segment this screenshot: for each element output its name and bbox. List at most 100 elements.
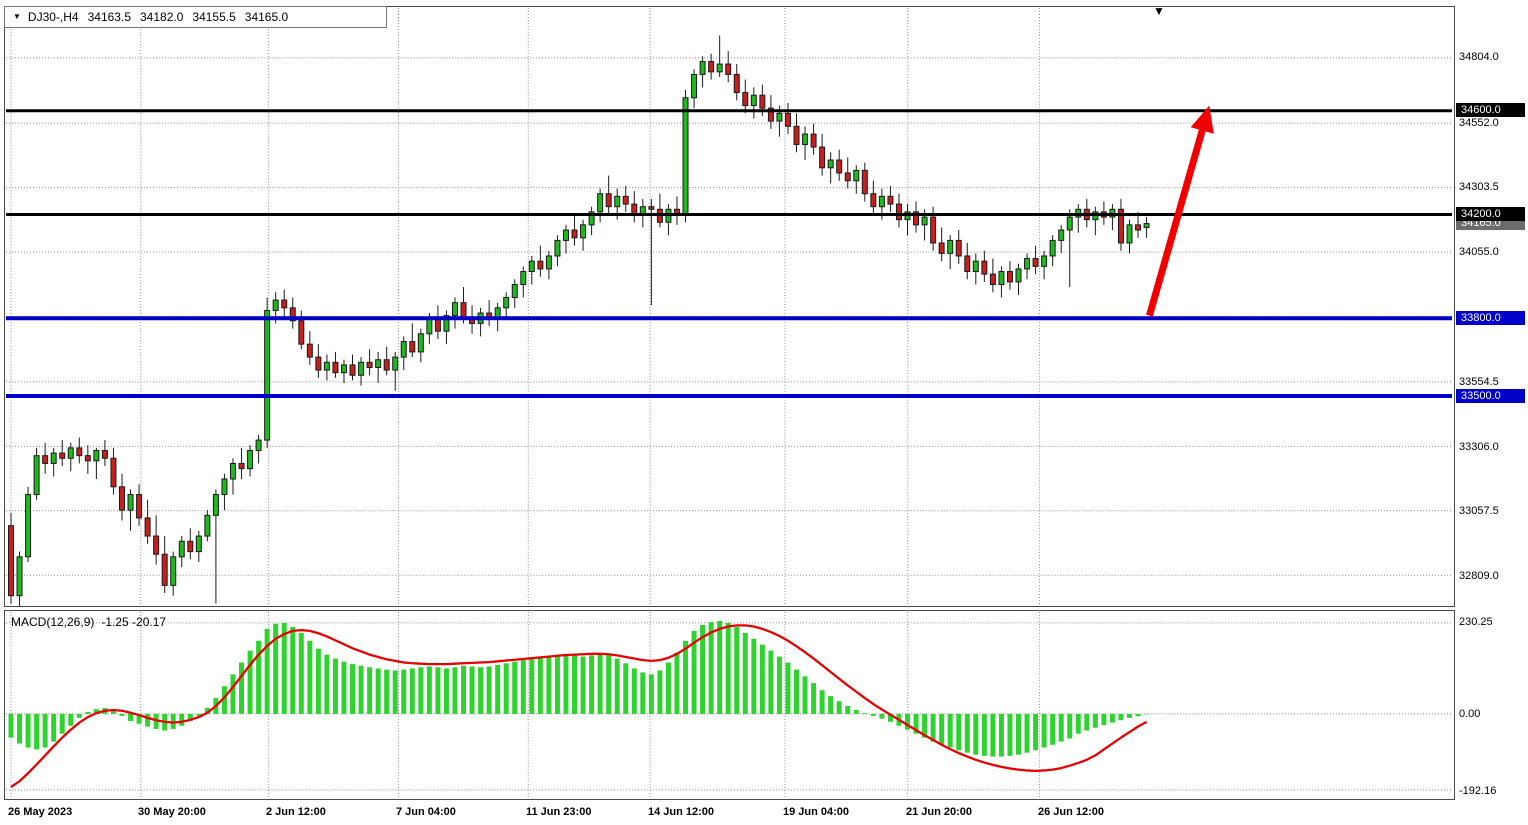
macd-histogram-bar: [657, 670, 663, 714]
quote-open: 34163.5: [87, 10, 131, 24]
time-axis-label: 19 Jun 04:00: [783, 806, 850, 818]
symbol-timeframe-label: DJ30-,H4: [27, 10, 79, 24]
candle-body: [793, 125, 800, 145]
candle-body: [750, 94, 757, 107]
candle-body: [59, 452, 66, 459]
time-axis-label: 7 Jun 04:00: [396, 806, 456, 818]
macd-histogram-bar: [478, 667, 484, 714]
candle-body: [784, 112, 791, 127]
candle-body: [170, 556, 177, 586]
candle-body: [989, 273, 996, 285]
candle-body: [221, 478, 228, 496]
time-axis-label: 11 Jun 23:00: [526, 806, 592, 818]
candle-body: [42, 455, 49, 464]
price-level-tag: 33500.0: [1456, 389, 1525, 404]
macd-histogram-bar: [1041, 713, 1047, 748]
candle-body: [426, 317, 433, 335]
price-level-tag: 34200.0: [1456, 207, 1525, 222]
candle-body: [400, 341, 407, 358]
candle-body: [930, 216, 937, 244]
candle-body: [853, 169, 860, 182]
macd-histogram-bar: [674, 652, 680, 714]
macd-name: MACD(12,26,9): [11, 615, 95, 629]
macd-histogram-bar: [759, 644, 765, 714]
macd-histogram-bar: [990, 713, 996, 757]
symbol-info-box: ▼ DJ30-,H4 34163.5 34182.0 34155.5 34165…: [4, 6, 387, 28]
macd-histogram-bar: [110, 709, 116, 714]
macd-histogram-bar: [1109, 713, 1115, 723]
macd-histogram-bar: [358, 665, 364, 714]
chart-shift-icon[interactable]: ▼: [1153, 4, 1165, 18]
time-axis-label: 14 Jun 12:00: [648, 806, 715, 818]
candle-body: [878, 195, 885, 208]
candle-body: [819, 146, 826, 169]
candle-body: [1006, 271, 1013, 283]
candle-body: [571, 229, 578, 239]
macd-histogram-bar: [34, 713, 40, 750]
macd-histogram-bar: [1118, 713, 1124, 721]
candle-body: [742, 92, 749, 107]
macd-histogram-bar: [572, 655, 578, 714]
candle-body: [375, 359, 382, 368]
candle-body: [716, 63, 723, 73]
candle-body: [631, 203, 638, 215]
macd-histogram-bar: [68, 713, 74, 726]
current-price-tag: 34165.0: [1456, 216, 1525, 231]
macd-histogram-bar: [794, 669, 800, 714]
candle-body: [802, 133, 809, 145]
symbol-dropdown-icon[interactable]: ▼: [13, 12, 21, 21]
macd-histogram-bar: [281, 622, 287, 714]
time-axis-label: 2 Jun 12:00: [266, 806, 326, 818]
candle-body: [195, 535, 202, 553]
macd-panel[interactable]: MACD(12,26,9) -1.25 -20.17: [4, 610, 1455, 800]
candle-body: [50, 452, 57, 464]
price-chart-canvas[interactable]: [5, 7, 1454, 606]
candle-body: [938, 242, 945, 254]
macd-histogram-bar: [853, 709, 859, 714]
macd-histogram-bar: [1024, 713, 1030, 753]
time-axis-label: 26 Jun 12:00: [1038, 806, 1105, 818]
candle-body: [827, 159, 834, 169]
candle-body: [349, 364, 356, 376]
candle-body: [1126, 224, 1133, 244]
candle-body: [622, 195, 629, 205]
trend-arrow-line[interactable]: [1146, 129, 1206, 317]
macd-histogram-bar: [913, 713, 919, 734]
candle-body: [443, 315, 450, 332]
price-panel[interactable]: ▼ DJ30-,H4 34163.5 34182.0 34155.5 34165…: [4, 4, 1455, 607]
macd-histogram-bar: [8, 713, 14, 738]
quote-close: 34165.0: [244, 10, 289, 24]
candle-body: [281, 299, 288, 309]
macd-canvas[interactable]: [5, 611, 1454, 799]
macd-histogram-bar: [273, 623, 279, 714]
macd-histogram-bar: [315, 648, 321, 714]
macd-histogram-bar: [256, 640, 262, 714]
candle-body: [33, 455, 40, 496]
macd-histogram-bar: [51, 713, 57, 742]
candle-body: [212, 494, 219, 516]
candle-body: [562, 229, 569, 241]
candle-body: [947, 239, 954, 254]
candle-body: [767, 107, 774, 122]
candle-body: [545, 255, 552, 270]
candle-body: [588, 211, 595, 226]
time-axis-label: 26 May 2023: [8, 806, 73, 818]
trend-arrow-head[interactable]: [1190, 105, 1214, 134]
candle-body: [127, 494, 134, 511]
candle-body: [887, 195, 894, 205]
macd-axis-label: 230.25: [1459, 615, 1493, 628]
macd-histogram-bar: [606, 655, 612, 714]
candle-body: [340, 364, 347, 374]
candle-body: [1135, 224, 1142, 231]
candle-body: [537, 260, 544, 270]
macd-histogram-bar: [614, 658, 620, 714]
macd-histogram-bar: [298, 632, 304, 714]
candle-body: [392, 356, 399, 371]
macd-histogram-bar: [776, 656, 782, 714]
macd-histogram-bar: [239, 662, 245, 714]
time-axis-label: 21 Jun 20:00: [906, 806, 973, 818]
macd-histogram-bar: [85, 711, 91, 714]
macd-histogram-bar: [25, 713, 31, 748]
candle-body: [153, 535, 160, 555]
candle-body: [409, 341, 416, 353]
